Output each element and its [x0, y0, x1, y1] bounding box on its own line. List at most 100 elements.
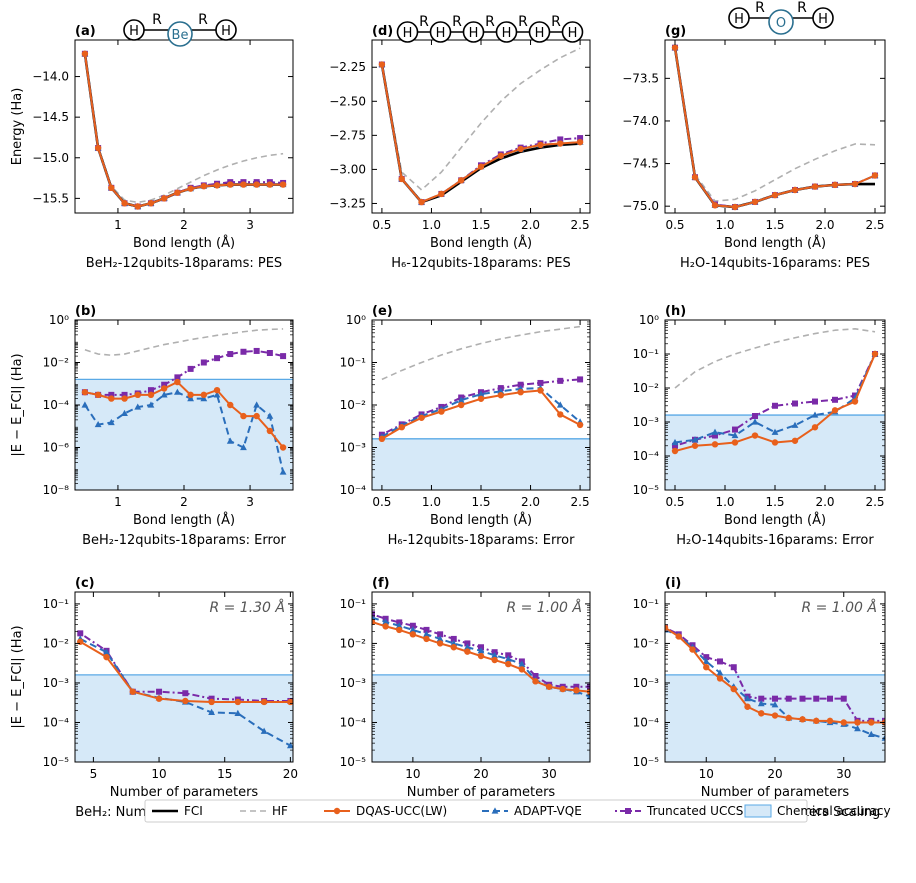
- series-line-hf: [84, 53, 284, 204]
- x-tick-label: 0.5: [372, 218, 391, 232]
- data-point-dqas: [517, 389, 524, 396]
- data-point-adapt: [134, 403, 142, 410]
- data-point-dqas: [240, 412, 247, 420]
- x-tick-label: 0.5: [665, 218, 684, 232]
- data-point-trunc: [752, 413, 758, 420]
- y-tick-label: −75.0: [622, 199, 659, 213]
- x-tick-label: 10: [699, 767, 714, 781]
- data-point-dqas: [108, 395, 115, 402]
- data-point-adapt: [771, 701, 779, 708]
- series-line-trunc: [79, 632, 291, 702]
- x-tick-label: 1.5: [471, 495, 490, 509]
- data-point-dqas: [147, 200, 155, 207]
- atom-circle: [462, 21, 485, 43]
- y-tick-label: 10⁻¹: [340, 597, 367, 611]
- chemical-accuracy-region: [75, 674, 293, 762]
- legend-item-adapt: ADAPT-VQE: [482, 804, 582, 818]
- atom-label: H: [818, 12, 828, 27]
- series-line-adapt: [79, 638, 291, 747]
- x-axis-label: Bond length (Å): [133, 235, 235, 251]
- data-point-dqas: [751, 198, 759, 206]
- panel-label: (b): [75, 304, 96, 319]
- y-tick-label: 10⁻⁸: [43, 483, 70, 497]
- data-point-trunc: [464, 640, 471, 647]
- y-tick-label: 10⁻¹: [633, 597, 660, 611]
- x-axis-label: Bond length (Å): [724, 235, 826, 251]
- x-tick-label: 0.5: [372, 495, 391, 509]
- y-tick-label: 10⁻²: [340, 636, 367, 650]
- data-point-trunc: [423, 626, 430, 633]
- data-point-adapt: [491, 651, 499, 658]
- series-line-trunc: [674, 47, 876, 209]
- data-point-dqas: [200, 182, 208, 190]
- chart-panel-c: 5 10 15 20 10⁻⁵ 10⁻⁴ 10⁻³ 10⁻² 10⁻¹ (c) Number of …: [10, 576, 298, 820]
- data-point-dqas: [77, 638, 84, 645]
- data-point-trunc: [409, 622, 416, 629]
- legend-item-hf: HF: [240, 804, 288, 818]
- data-point-dqas: [134, 203, 141, 210]
- plot-area: [665, 624, 885, 741]
- data-point-adapt: [463, 643, 471, 650]
- x-tick-label: 1.0: [422, 218, 441, 232]
- data-point-adapt: [409, 626, 417, 633]
- data-point-dqas: [398, 424, 405, 431]
- data-point-trunc: [187, 365, 194, 372]
- panel-label: (f): [372, 576, 390, 591]
- plot-area: [671, 328, 879, 455]
- x-tick-label: 2.5: [865, 218, 884, 232]
- data-point-dqas: [438, 190, 445, 198]
- x-axis-label: Bond length (Å): [724, 512, 826, 528]
- data-point-dqas: [831, 181, 839, 189]
- x-tick-label: 1: [114, 218, 122, 232]
- data-point-trunc: [208, 695, 215, 702]
- data-point-dqas: [253, 412, 260, 420]
- series-line-hf: [381, 325, 581, 381]
- bond-label: R: [797, 0, 807, 16]
- data-point-dqas: [279, 181, 287, 188]
- data-point-dqas: [576, 138, 584, 146]
- data-point-dqas: [174, 378, 181, 386]
- data-point-adapt: [518, 660, 526, 667]
- data-point-adapt: [147, 401, 155, 408]
- data-point-dqas: [871, 350, 879, 358]
- chart-panel-g: 0.5 1.0 1.5 2.0 2.5 −75.0 −74.5 −74.0 −73.5 (g) Bo…: [622, 24, 886, 271]
- y-tick-label: 10⁻³: [633, 415, 660, 429]
- atom-label: H: [568, 26, 578, 41]
- y-tick-label: 10⁻²: [43, 636, 70, 650]
- y-tick-label: 10⁻¹: [340, 356, 367, 370]
- molecule-sketch: R RH Be H: [123, 12, 237, 47]
- data-point-trunc: [174, 374, 181, 381]
- data-point-dqas: [423, 635, 430, 643]
- x-axis-label: Number of parameters: [407, 785, 556, 800]
- data-point-adapt: [771, 428, 779, 435]
- atom-circle: [495, 21, 518, 43]
- data-point-adapt: [477, 390, 485, 397]
- data-point-dqas: [532, 678, 539, 685]
- atom-label: O: [776, 16, 786, 31]
- data-point-dqas: [671, 447, 679, 455]
- data-point-dqas: [477, 395, 485, 402]
- y-tick-label: 10⁻⁵: [633, 483, 660, 497]
- x-tick-label: 1.0: [715, 495, 734, 509]
- data-point-dqas: [372, 618, 376, 626]
- data-point-dqas: [208, 698, 215, 706]
- data-point-trunc: [792, 400, 798, 407]
- data-point-trunc: [772, 402, 778, 409]
- chart-panel-b: 1 2 3 10⁻⁸ 10⁻⁶ 10⁻⁴ 10⁻² 10⁰ (b) Bond length (Å)…: [10, 304, 294, 548]
- data-point-adapt: [854, 724, 861, 732]
- x-tick-label: 1.5: [471, 218, 490, 232]
- data-point-adapt: [372, 614, 376, 621]
- y-tick-label: 10⁰: [639, 313, 659, 327]
- data-point-dqas: [81, 389, 89, 396]
- data-point-trunc: [672, 442, 678, 449]
- legend-label: HF: [272, 804, 288, 818]
- data-point-trunc: [557, 377, 564, 384]
- chemical-accuracy-region: [75, 379, 293, 490]
- atom-circle: [528, 21, 551, 43]
- legend-item-chem: Chemical accuracy: [744, 804, 891, 818]
- data-point-dqas: [187, 391, 194, 399]
- y-tick-label: 10⁻⁵: [340, 755, 367, 769]
- y-tick-label: 10⁻²: [43, 356, 70, 370]
- legend-item-trunc: Truncated UCCSD: [615, 804, 753, 818]
- data-point-trunc: [266, 349, 273, 356]
